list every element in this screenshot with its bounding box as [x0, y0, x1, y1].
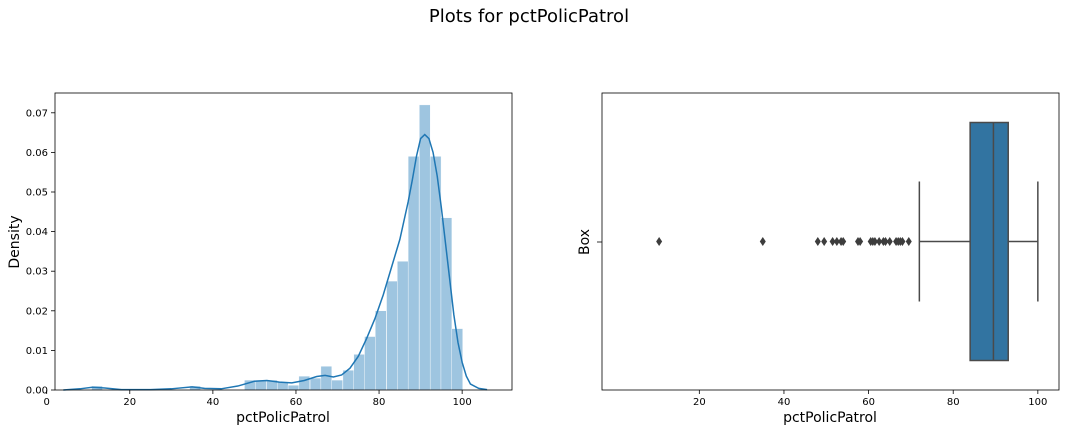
box-plot-x-label: pctPolicPatrol: [783, 410, 877, 426]
outlier-point: [905, 237, 912, 246]
x-tick-label: 80: [373, 397, 386, 408]
histogram-bars: [91, 104, 463, 391]
outlier-point: [857, 237, 864, 246]
box-plot-frame: [601, 92, 1060, 391]
box-plot: 20 40 60 80 100 pctPolicPatrol Box: [577, 92, 1060, 426]
kde-curve: [63, 133, 488, 391]
y-tick-label: 0.03: [26, 267, 48, 278]
x-tick-label: 100: [1028, 397, 1047, 408]
histogram-plot: 0 20 40 60 80 100 0.000.010.020.030.040.050.0…: [7, 92, 513, 426]
outlier-point: [656, 237, 663, 246]
histogram-x-axis: 0 20 40 60 80 100: [44, 390, 472, 408]
histogram-bar: [287, 385, 300, 391]
box-plot-x-axis: 20 40 60 80 100: [693, 390, 1047, 408]
histogram-bar: [298, 375, 310, 391]
x-tick-label: 60: [862, 397, 875, 408]
histogram-y-axis: 0.00 0.01 0.02 0.03 0.04 0.05 0.06 0.07: [26, 108, 55, 397]
x-tick-label: 40: [778, 397, 791, 408]
histogram-bar: [375, 310, 387, 391]
outlier-point: [886, 237, 893, 246]
y-tick-label: 0.07: [26, 108, 48, 119]
outlier-point: [899, 237, 906, 246]
outlier-point: [814, 237, 821, 246]
outlier-point: [882, 237, 889, 246]
histogram-bar: [419, 104, 431, 391]
outlier-point: [876, 237, 883, 246]
histogram-bar: [440, 217, 453, 391]
outlier-point: [833, 237, 840, 246]
histogram-bar: [309, 377, 322, 391]
outlier-point: [821, 237, 828, 246]
outlier-point: [759, 237, 766, 246]
y-tick-label: 0.02: [26, 306, 48, 317]
box-elements: [656, 121, 1039, 362]
x-tick-label: 80: [947, 397, 960, 408]
y-tick-label: 0.06: [26, 148, 48, 159]
x-tick-label: 0: [44, 397, 50, 408]
histogram-bar: [364, 336, 376, 391]
x-tick-label: 20: [123, 397, 136, 408]
histogram-bar: [331, 379, 343, 391]
outlier-point: [871, 237, 878, 246]
x-tick-label: 100: [453, 397, 472, 408]
histogram-y-label: Density: [7, 215, 23, 268]
x-tick-label: 20: [693, 397, 706, 408]
x-tick-label: 60: [290, 397, 303, 408]
histogram-frame: [54, 92, 513, 391]
y-tick-label: 0.00: [26, 386, 48, 397]
y-tick-label: 0.05: [26, 188, 48, 199]
x-tick-label: 40: [207, 397, 220, 408]
histogram-bar: [386, 280, 398, 391]
histogram-bar: [397, 261, 409, 391]
outlier-point: [829, 237, 836, 246]
figure-title: Plots for pctPolicPatrol: [429, 6, 629, 27]
box-plot-y-label: Box: [577, 229, 593, 255]
outlier-point: [840, 237, 847, 246]
histogram-x-label: pctPolicPatrol: [236, 410, 330, 426]
y-tick-label: 0.04: [26, 227, 48, 238]
y-tick-label: 0.01: [26, 346, 48, 357]
histogram-bar: [320, 366, 333, 391]
interquartile-box: [969, 121, 1009, 362]
